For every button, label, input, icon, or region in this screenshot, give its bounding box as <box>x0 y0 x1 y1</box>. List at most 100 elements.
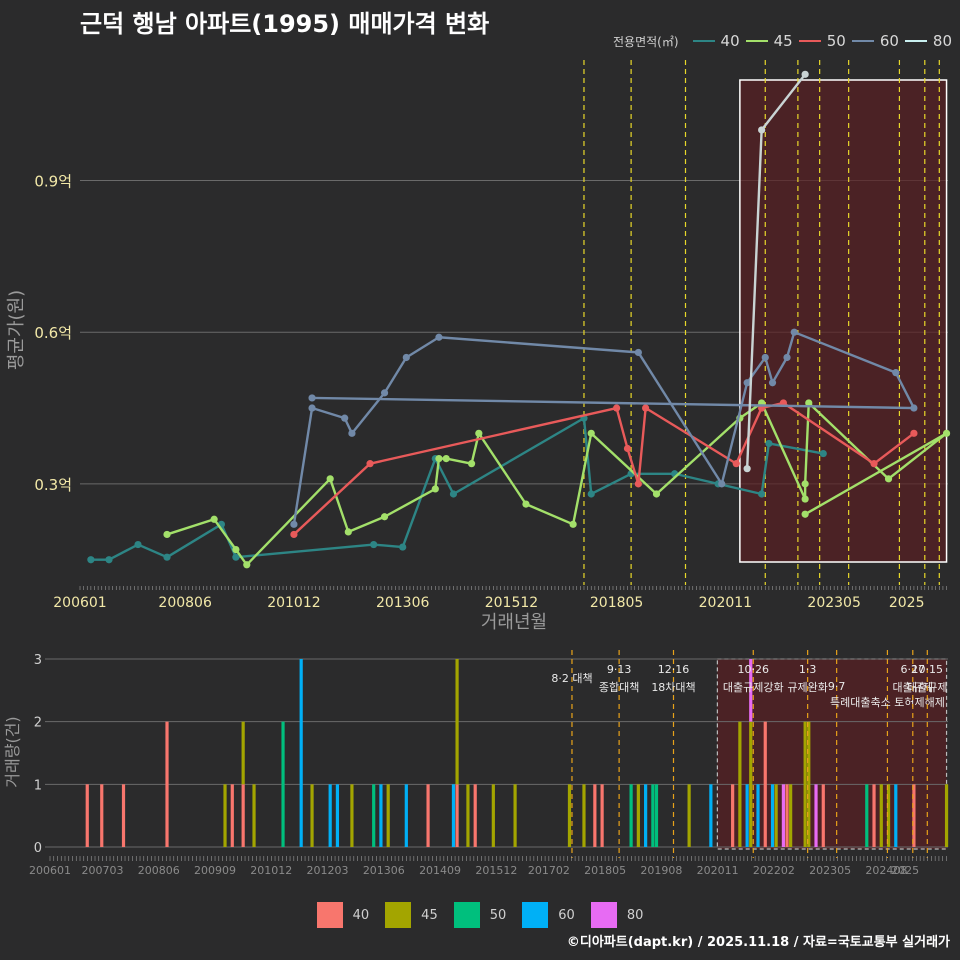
volume-bar-2022-12-80 <box>814 784 818 847</box>
volume-bar-2024-04-40 <box>872 784 876 847</box>
volume-bar-2024-06-45 <box>879 784 883 847</box>
series-point-60-6 <box>435 333 443 341</box>
legend-swatch-80 <box>904 40 927 42</box>
legend-label-40: 40 <box>720 32 740 50</box>
series-point-45-15 <box>652 490 661 498</box>
volume-bar-2006-07-40 <box>100 784 104 847</box>
series-point-40-9 <box>449 490 458 498</box>
policy-name-label-2: 18차대책 <box>651 681 695 694</box>
series-point-50-5 <box>642 404 650 412</box>
series-point-40-6 <box>370 540 378 549</box>
x-tick-label-8: 2025 <box>889 595 925 611</box>
series-point-40-16 <box>765 439 773 448</box>
legend-item-80: 80 <box>904 32 952 50</box>
volume-bar-2018-09-50 <box>629 784 633 847</box>
series-point-80-0 <box>743 465 751 473</box>
series-point-45-18 <box>801 495 809 503</box>
volume-bar-2009-10-45 <box>241 721 245 785</box>
volume-x-tick-label-14: 202305 <box>809 864 851 877</box>
volume-legend-label-45: 45 <box>421 907 438 923</box>
series-point-45-22 <box>942 429 951 437</box>
series-point-60-3 <box>348 429 356 437</box>
y-axis-label: 평균가(원) <box>6 290 27 370</box>
series-point-60-9 <box>743 379 751 387</box>
volume-bar-2011-02-60 <box>299 659 303 847</box>
volume-bar-2022-03-80 <box>781 784 785 847</box>
series-point-45-5 <box>344 528 352 536</box>
series-point-45-23 <box>801 510 809 518</box>
volume-legend-label-50: 50 <box>489 907 507 923</box>
volume-bar-2009-05-45 <box>223 784 227 847</box>
volume-bar-2011-05-45 <box>310 784 314 847</box>
volume-bar-2023-02-40 <box>821 784 825 847</box>
legend-swatch-40 <box>692 40 715 42</box>
volume-x-tick-label-4: 201012 <box>250 864 292 877</box>
series-point-45-3 <box>243 561 251 569</box>
volume-x-tick-label-0: 200601 <box>29 864 71 877</box>
series-point-40-0 <box>87 556 95 564</box>
volume-y-tick-label-0: 0 <box>34 841 42 856</box>
policy-name-label-5: 9·7 <box>828 680 846 693</box>
x-tick-label-6: 202011 <box>699 595 752 611</box>
volume-legend-swatch-45 <box>385 902 412 928</box>
volume-bar-2024-10-60 <box>894 784 898 847</box>
volume-bar-2021-12-60 <box>770 784 775 847</box>
volume-highlight-box <box>716 658 948 850</box>
volume-bar-2021-03-45 <box>738 721 742 847</box>
series-point-45-8 <box>435 454 443 463</box>
volume-bar-2010-01-45 <box>252 784 256 847</box>
series-line-40 <box>90 416 824 561</box>
volume-bar-2007-01-40 <box>121 784 126 847</box>
volume-x-tick-label-12: 202011 <box>697 864 739 877</box>
series-point-40-15 <box>758 490 766 498</box>
volume-x-tick-label-16: 2025 <box>891 864 919 877</box>
series-point-45-21 <box>884 475 893 483</box>
legend-label-50: 50 <box>826 32 846 50</box>
series-point-60-7 <box>634 348 642 357</box>
volume-bar-2017-04-45 <box>567 784 572 847</box>
series-point-60-2 <box>341 414 349 422</box>
volume-bar-2006-03-40 <box>85 784 89 847</box>
series-point-45-2 <box>232 546 240 554</box>
series-point-60-10 <box>761 353 769 362</box>
volume-bar-2024-02-50 <box>865 784 869 847</box>
series-point-40-2 <box>134 540 142 549</box>
legend-item-40: 40 <box>692 32 740 50</box>
series-point-50-1 <box>366 460 374 468</box>
volume-bar-2017-08-45 <box>582 784 586 847</box>
volume-bar-2016-01-45 <box>513 784 517 847</box>
volume-x-tick-label-6: 201306 <box>363 864 405 877</box>
volume-x-tick-label-2: 200806 <box>138 864 180 877</box>
volume-bar-2022-09-45 <box>803 721 807 847</box>
volume-bar-2015-07-45 <box>491 784 495 847</box>
volume-bar-2011-12-60 <box>335 784 340 847</box>
area-legend: 전용면적(㎡) 40 45 50 60 80 <box>613 32 952 50</box>
series-point-45-4 <box>326 475 334 483</box>
volume-bar-2020-07-60 <box>709 784 713 847</box>
volume-legend-label-80: 80 <box>626 907 644 923</box>
policy-name-label-3: 대출규제강화 <box>723 681 784 694</box>
highlight-period-box <box>739 79 948 563</box>
volume-legend: 40 45 50 60 80 <box>0 902 960 928</box>
volume-legend-swatch-60 <box>522 902 549 928</box>
x-tick-label-4: 201512 <box>485 595 538 611</box>
volume-bar-2025-03-40 <box>912 784 916 847</box>
series-point-45-10 <box>467 460 476 468</box>
volume-bar-2021-05-60 <box>745 784 749 847</box>
series-point-45-7 <box>431 485 439 493</box>
legend-swatch-50 <box>798 40 821 42</box>
series-point-50-10 <box>910 429 918 437</box>
series-point-50-2 <box>613 404 621 412</box>
x-tick-label-2: 201012 <box>267 595 320 611</box>
volume-x-tick-label-15: 202408 <box>865 864 907 877</box>
series-point-60-13 <box>790 328 798 336</box>
policy-date-label-8: 10·15 <box>912 663 944 676</box>
volume-bar-2011-10-60 <box>328 784 332 847</box>
volume-x-tick-label-9: 201702 <box>528 864 570 877</box>
volume-bar-2019-04-50 <box>654 784 659 847</box>
volume-bar-2012-10-50 <box>372 784 376 847</box>
series-point-45-13 <box>569 520 577 528</box>
volume-bar-2021-06-45 <box>749 721 753 847</box>
volume-legend-item-40: 40 <box>316 902 369 928</box>
